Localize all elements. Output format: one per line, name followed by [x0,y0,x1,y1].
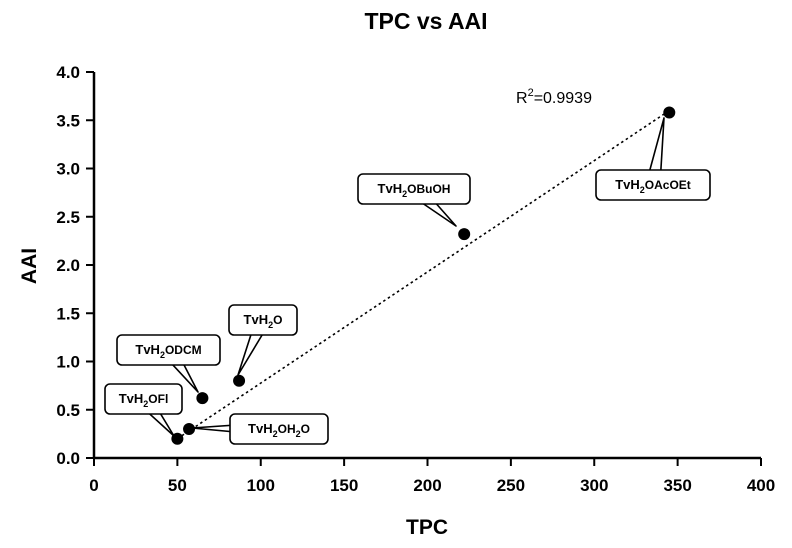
data-points [171,106,676,445]
y-tick-label: 3.0 [56,160,80,179]
point-label: TvH2OFl [119,391,169,409]
point-label: TvH2ODCM [135,342,201,360]
data-point [663,106,676,119]
x-ticks: 0 50 100 150 200 250 300 350 400 [89,458,775,495]
x-tick-label: 200 [413,476,441,495]
data-point [171,432,184,445]
callout-fill [119,337,218,363]
plot-area: 0 50 100 150 200 250 300 350 400 0.0 0.5 1.0 1.5 2.0… [56,63,775,495]
x-tick-label: 50 [168,476,187,495]
chart-title: TPC vs AAI [364,8,487,34]
x-tick-label: 350 [663,476,691,495]
point-label: TvH2O [244,312,283,330]
x-tick-label: 100 [247,476,275,495]
callout-fill [107,386,180,412]
point-label: TvH2OAcOEt [615,177,691,195]
y-tick-label: 0.5 [56,401,80,420]
y-tick-label: 3.5 [56,111,80,130]
callout-fill [231,307,295,333]
point-callout: TvH2OH2O [191,413,329,445]
y-tick-label: 1.0 [56,353,80,372]
data-point [196,392,209,405]
y-tick-label: 2.0 [56,256,80,275]
x-tick-label: 300 [580,476,608,495]
point-callout: TvH2O [228,304,298,376]
y-tick-label: 4.0 [56,63,80,82]
x-tick-label: 150 [330,476,358,495]
data-point [233,374,246,387]
point-label: TvH2OH2O [248,421,310,439]
y-tick-label: 0.0 [56,449,80,468]
y-tick-label: 1.5 [56,304,80,323]
y-axis-label: AAI [18,248,41,284]
trendline [176,109,670,440]
callout-fill [232,416,326,442]
y-tick-label: 2.5 [56,208,80,227]
callout-fill [598,172,708,198]
r-squared-annotation: R2=0.9939 [516,87,592,107]
point-callout: TvH2OAcOEt [595,117,711,201]
x-tick-label: 0 [89,476,98,495]
callout-fill [360,176,468,202]
callouts: TvH2OFl TvH2OH2O TvH2ODCM TvH2O TvH2OBuOH TvH… [104,117,711,445]
x-tick-label: 250 [497,476,525,495]
point-callout: TvH2OFl [104,383,183,437]
point-label: TvH2OBuOH [378,181,451,199]
x-axis-label: TPC [406,516,448,539]
data-point [458,228,471,241]
x-tick-label: 400 [747,476,775,495]
data-point [183,423,196,436]
point-callout: TvH2OBuOH [357,173,471,227]
y-ticks: 0.0 0.5 1.0 1.5 2.0 2.5 3.0 3.5 4.0 [56,63,94,468]
point-callout: TvH2ODCM [116,334,221,393]
